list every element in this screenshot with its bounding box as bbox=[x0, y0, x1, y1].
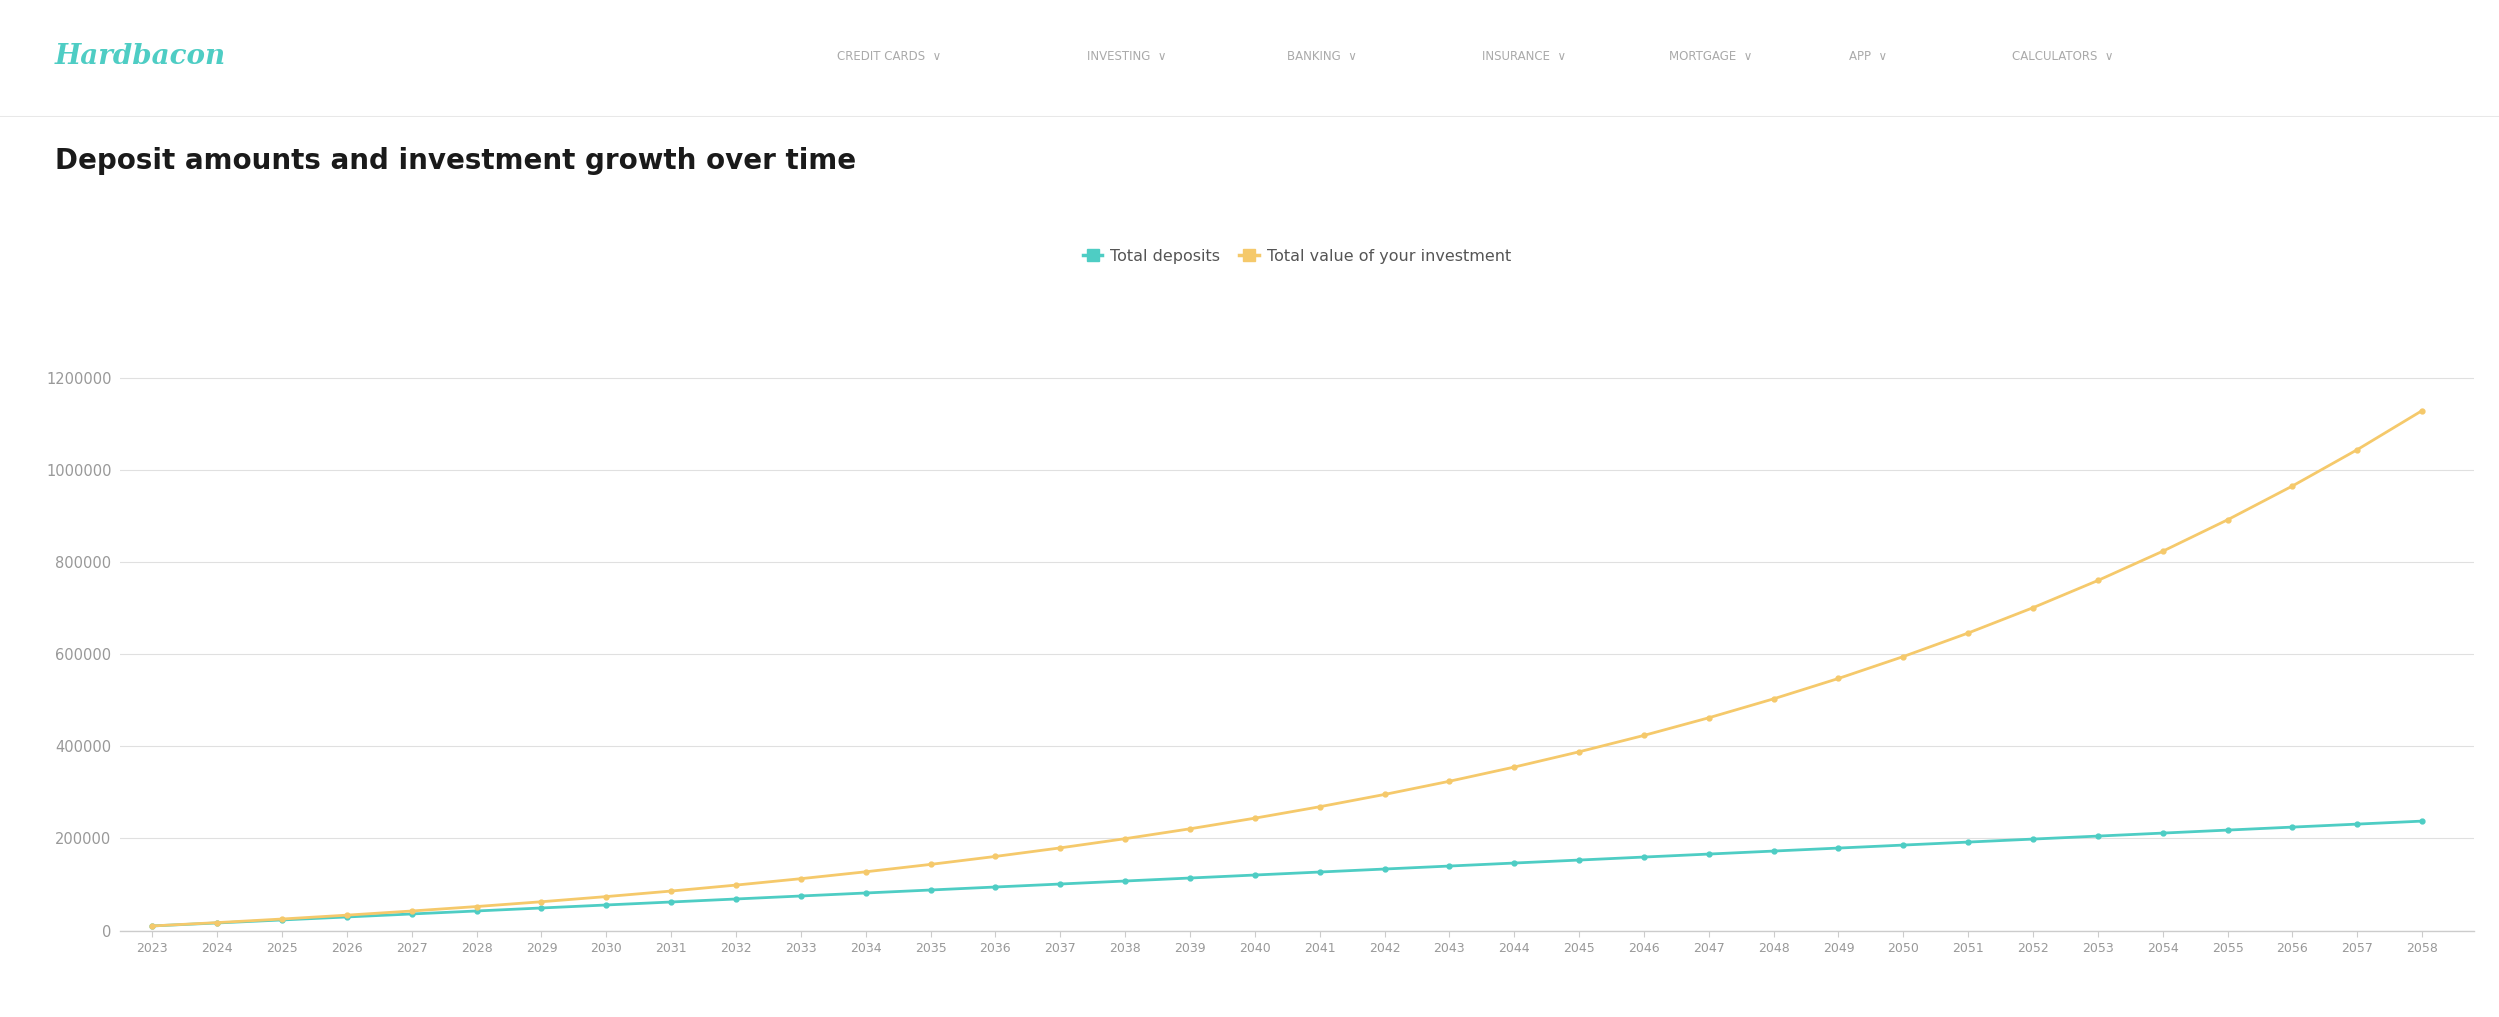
Text: Deposit amounts and investment growth over time: Deposit amounts and investment growth ov… bbox=[55, 147, 857, 176]
Text: MORTGAGE  ∨: MORTGAGE ∨ bbox=[1669, 50, 1752, 63]
Text: INVESTING  ∨: INVESTING ∨ bbox=[1087, 50, 1167, 63]
Text: INSURANCE  ∨: INSURANCE ∨ bbox=[1482, 50, 1567, 63]
Text: APP  ∨: APP ∨ bbox=[1849, 50, 1887, 63]
Text: Hardbacon: Hardbacon bbox=[55, 43, 225, 69]
Text: CALCULATORS  ∨: CALCULATORS ∨ bbox=[2012, 50, 2114, 63]
Text: BANKING  ∨: BANKING ∨ bbox=[1287, 50, 1357, 63]
Text: CREDIT CARDS  ∨: CREDIT CARDS ∨ bbox=[837, 50, 942, 63]
Legend: Total deposits, Total value of your investment: Total deposits, Total value of your inve… bbox=[1077, 242, 1517, 271]
